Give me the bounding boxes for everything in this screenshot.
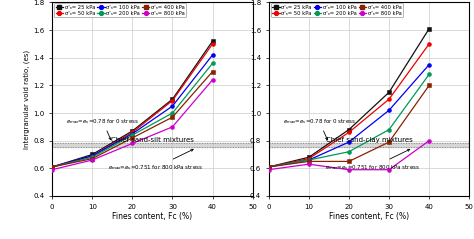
X-axis label: Fines content, Fc (%): Fines content, Fc (%) [112, 212, 192, 221]
Legend: σ'ₙ= 25 kPa, σ'ₙ= 50 kPa, σ'ₙ= 100 kPa, σ'ₙ= 200 kPa, σ'ₙ= 400 kPa, σ'ₙ= 800 kPa: σ'ₙ= 25 kPa, σ'ₙ= 50 kPa, σ'ₙ= 100 kPa, … [271, 3, 403, 17]
Text: $e_{max}$=$e_s$=0.78 for 0 stress: $e_{max}$=$e_s$=0.78 for 0 stress [283, 117, 356, 140]
Text: (b): (b) [277, 8, 290, 17]
Bar [52, 143, 253, 147]
Y-axis label: Intergranular void ratio, (es): Intergranular void ratio, (es) [24, 50, 30, 149]
Text: $e_{max}$=$e_s$=0.78 for 0 stress: $e_{max}$=$e_s$=0.78 for 0 stress [66, 117, 139, 140]
Legend: σ'ₙ= 25 kPa, σ'ₙ= 50 kPa, σ'ₙ= 100 kPa, σ'ₙ= 200 kPa, σ'ₙ= 400 kPa, σ'ₙ= 800 kPa: σ'ₙ= 25 kPa, σ'ₙ= 50 kPa, σ'ₙ= 100 kPa, … [54, 3, 186, 17]
Text: $e_{max}$=$e_s$=0.751 for 800 kPa stress: $e_{max}$=$e_s$=0.751 for 800 kPa stress [108, 149, 203, 172]
Text: $e_{max}$=$e_s$=0.751 for 800 kPa stress: $e_{max}$=$e_s$=0.751 for 800 kPa stress [325, 149, 420, 172]
Text: Chief sand-clay mixtures: Chief sand-clay mixtures [326, 137, 412, 143]
Text: (a): (a) [60, 8, 73, 17]
X-axis label: Fines content, Fc (%): Fines content, Fc (%) [329, 212, 409, 221]
Text: Chief sand-silt mixtures: Chief sand-silt mixtures [111, 137, 194, 143]
Bar [269, 143, 469, 147]
